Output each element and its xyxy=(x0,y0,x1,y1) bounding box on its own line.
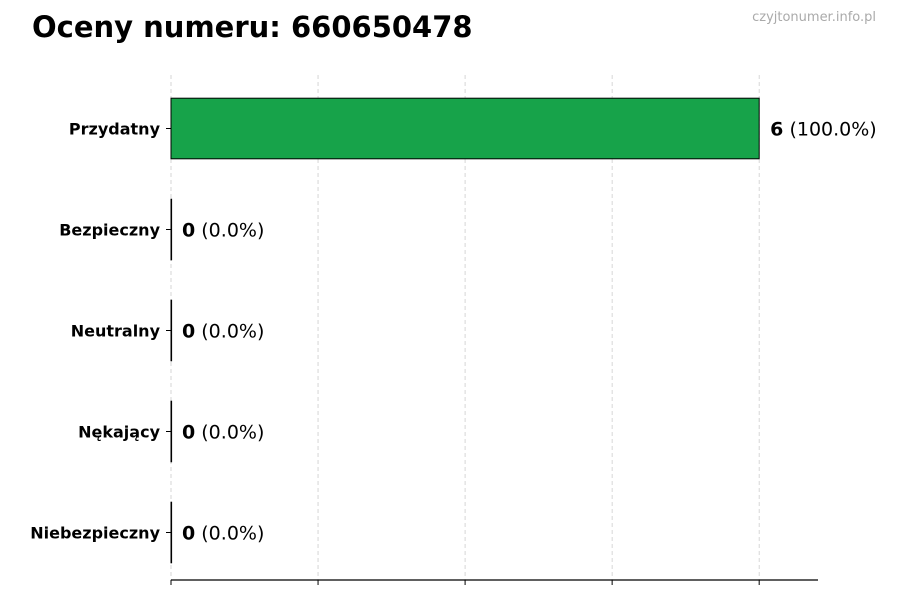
bar xyxy=(170,97,760,160)
data-label: 0 (0.0%) xyxy=(182,321,264,343)
data-label-percent: (0.0%) xyxy=(195,523,264,545)
data-label-value: 0 xyxy=(182,321,195,343)
data-label-value: 6 xyxy=(770,119,783,141)
y-tick-label: Niebezpieczny xyxy=(30,524,160,543)
data-label-value: 0 xyxy=(182,523,195,545)
data-label: 6 (100.0%) xyxy=(770,119,877,141)
data-label-percent: (0.0%) xyxy=(195,321,264,343)
y-tick-label: Bezpieczny xyxy=(59,221,160,240)
bar xyxy=(170,501,173,564)
data-label: 0 (0.0%) xyxy=(182,422,264,444)
data-label-value: 0 xyxy=(182,422,195,444)
data-label-percent: (0.0%) xyxy=(195,422,264,444)
y-tick-label: Nękający xyxy=(78,423,160,442)
bar xyxy=(170,400,173,463)
data-label: 0 (0.0%) xyxy=(182,523,264,545)
chart-title: Oceny numeru: 660650478 xyxy=(32,10,473,44)
y-tick-label: Przydatny xyxy=(69,120,161,139)
data-label-value: 0 xyxy=(182,220,195,242)
bar xyxy=(170,299,173,362)
y-tick-label: Neutralny xyxy=(71,322,161,341)
data-label: 0 (0.0%) xyxy=(182,220,264,242)
bar xyxy=(170,198,173,261)
data-label-percent: (100.0%) xyxy=(783,119,876,141)
data-label-percent: (0.0%) xyxy=(195,220,264,242)
watermark: czyjtonumer.info.pl xyxy=(752,10,876,25)
